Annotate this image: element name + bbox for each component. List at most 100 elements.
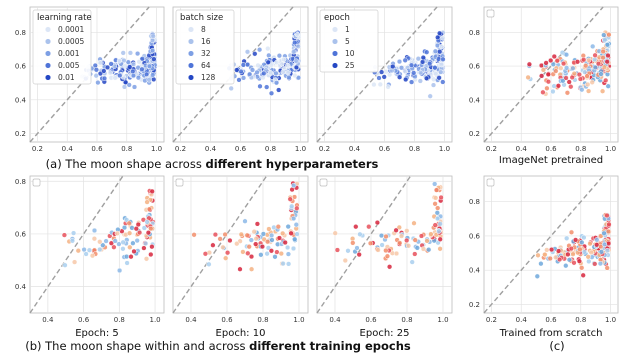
scatter-point	[587, 241, 593, 247]
scatter-point	[412, 251, 418, 257]
scatter-point	[579, 239, 585, 246]
scatter-point	[393, 250, 400, 257]
scatter-point	[245, 250, 251, 256]
scatter-point	[131, 84, 138, 90]
scatter-point	[136, 229, 143, 236]
scatter-point	[274, 59, 280, 66]
scatter-point	[440, 79, 446, 85]
x-tick-label: 0.6	[91, 145, 103, 153]
scatter-point	[426, 247, 432, 253]
scatter-point	[438, 69, 444, 75]
caption-a-bold: different hyperparameters	[205, 157, 378, 171]
panel-p3: 0.2 0.4 0.6 0.8 1.0 epoch 1 5 10 25	[316, 6, 453, 153]
scatter-point	[261, 70, 267, 77]
scatter-point	[111, 244, 117, 250]
scatter-point	[408, 79, 415, 85]
scatter-point	[206, 261, 212, 267]
scatter-point	[97, 246, 103, 253]
scatter-point	[255, 62, 261, 69]
x-tick-label: 0.8	[401, 316, 412, 324]
scatter-point	[285, 70, 291, 76]
legend-stub	[319, 178, 328, 187]
scatter-point	[592, 52, 598, 58]
x-tick-label: 0.4	[329, 316, 341, 324]
x-tick-label: 0.8	[121, 145, 132, 153]
scatter-point	[220, 244, 226, 250]
scatter-point	[61, 232, 68, 238]
scatter-point	[580, 272, 586, 278]
scatter-point	[127, 244, 133, 250]
scatter-point	[141, 245, 147, 251]
y-tick-label: 0.2	[469, 130, 480, 138]
scatter-point	[585, 254, 591, 260]
scatter-point	[417, 78, 423, 84]
scatter-point	[356, 251, 362, 258]
scatter-points	[61, 188, 156, 274]
scatter-point	[268, 90, 275, 96]
legend-entry: 1	[345, 25, 350, 34]
scatter-point	[385, 84, 391, 90]
scatter-point	[547, 255, 553, 262]
scatter-point	[563, 52, 570, 58]
panel-p8: 0.2 0.4 0.6 0.8 1.0 0.2 0.4 0.6 0.8 Trained from …	[469, 175, 619, 339]
scatter-point	[604, 42, 611, 48]
scatter-point	[244, 232, 250, 238]
x-tick-label: 1.0	[293, 316, 304, 324]
scatter-point	[62, 262, 68, 268]
scatter-point	[294, 231, 300, 237]
scatter-point	[247, 71, 253, 77]
x-tick-label: 0.6	[365, 316, 377, 324]
scatter-point	[577, 76, 584, 82]
scatter-point	[432, 222, 438, 228]
scatter-point	[278, 250, 284, 257]
scatter-point	[409, 259, 415, 265]
scatter-point	[293, 64, 300, 71]
x-tick-label: 0.4	[349, 145, 361, 153]
scatter-point	[292, 72, 298, 79]
scatter-point	[563, 65, 570, 71]
x-tick-label: 0.6	[545, 145, 557, 153]
x-tick-label: 1.0	[295, 145, 306, 153]
x-axis-label: Epoch: 5	[75, 328, 119, 339]
scatter-point	[600, 48, 606, 55]
scatter-point	[273, 70, 279, 77]
legend-marker	[331, 38, 339, 45]
scatter-point	[123, 253, 130, 260]
scatter-point	[150, 33, 156, 39]
scatter-point	[543, 60, 549, 66]
scatter-point	[601, 230, 607, 236]
legend-entry: 10	[345, 49, 355, 58]
scatter-point	[439, 61, 445, 68]
scatter-point	[597, 260, 604, 267]
scatter-point	[568, 245, 574, 252]
scatter-point	[440, 56, 446, 62]
scatter-point	[91, 227, 98, 234]
scatter-point	[379, 242, 385, 248]
scatter-point	[253, 241, 259, 247]
scatter-point	[268, 232, 275, 239]
scatter-point	[253, 236, 259, 242]
scatter-point	[592, 64, 598, 71]
scatter-point	[248, 266, 255, 272]
scatter-point	[398, 233, 405, 239]
scatter-point	[427, 93, 433, 99]
scatter-point	[210, 242, 216, 248]
scatter-point	[374, 219, 381, 226]
legend-stub	[486, 9, 495, 18]
scatter-point	[227, 237, 233, 244]
legend-entry: 8	[201, 25, 206, 34]
scatter-point	[436, 228, 442, 234]
scatter-point	[402, 57, 408, 63]
scatter-point	[120, 246, 126, 252]
scatter-point	[600, 54, 606, 61]
scatter-point	[545, 71, 551, 78]
scatter-point	[386, 264, 393, 270]
scatter-points	[525, 29, 612, 97]
x-tick-label: 0.4	[185, 316, 197, 324]
x-tick-label: 0.6	[221, 316, 233, 324]
scatter-point	[71, 259, 78, 265]
scatter-point	[353, 224, 359, 230]
scatter-point	[148, 225, 154, 232]
scatter-points	[332, 181, 444, 270]
scatter-point	[281, 56, 287, 63]
